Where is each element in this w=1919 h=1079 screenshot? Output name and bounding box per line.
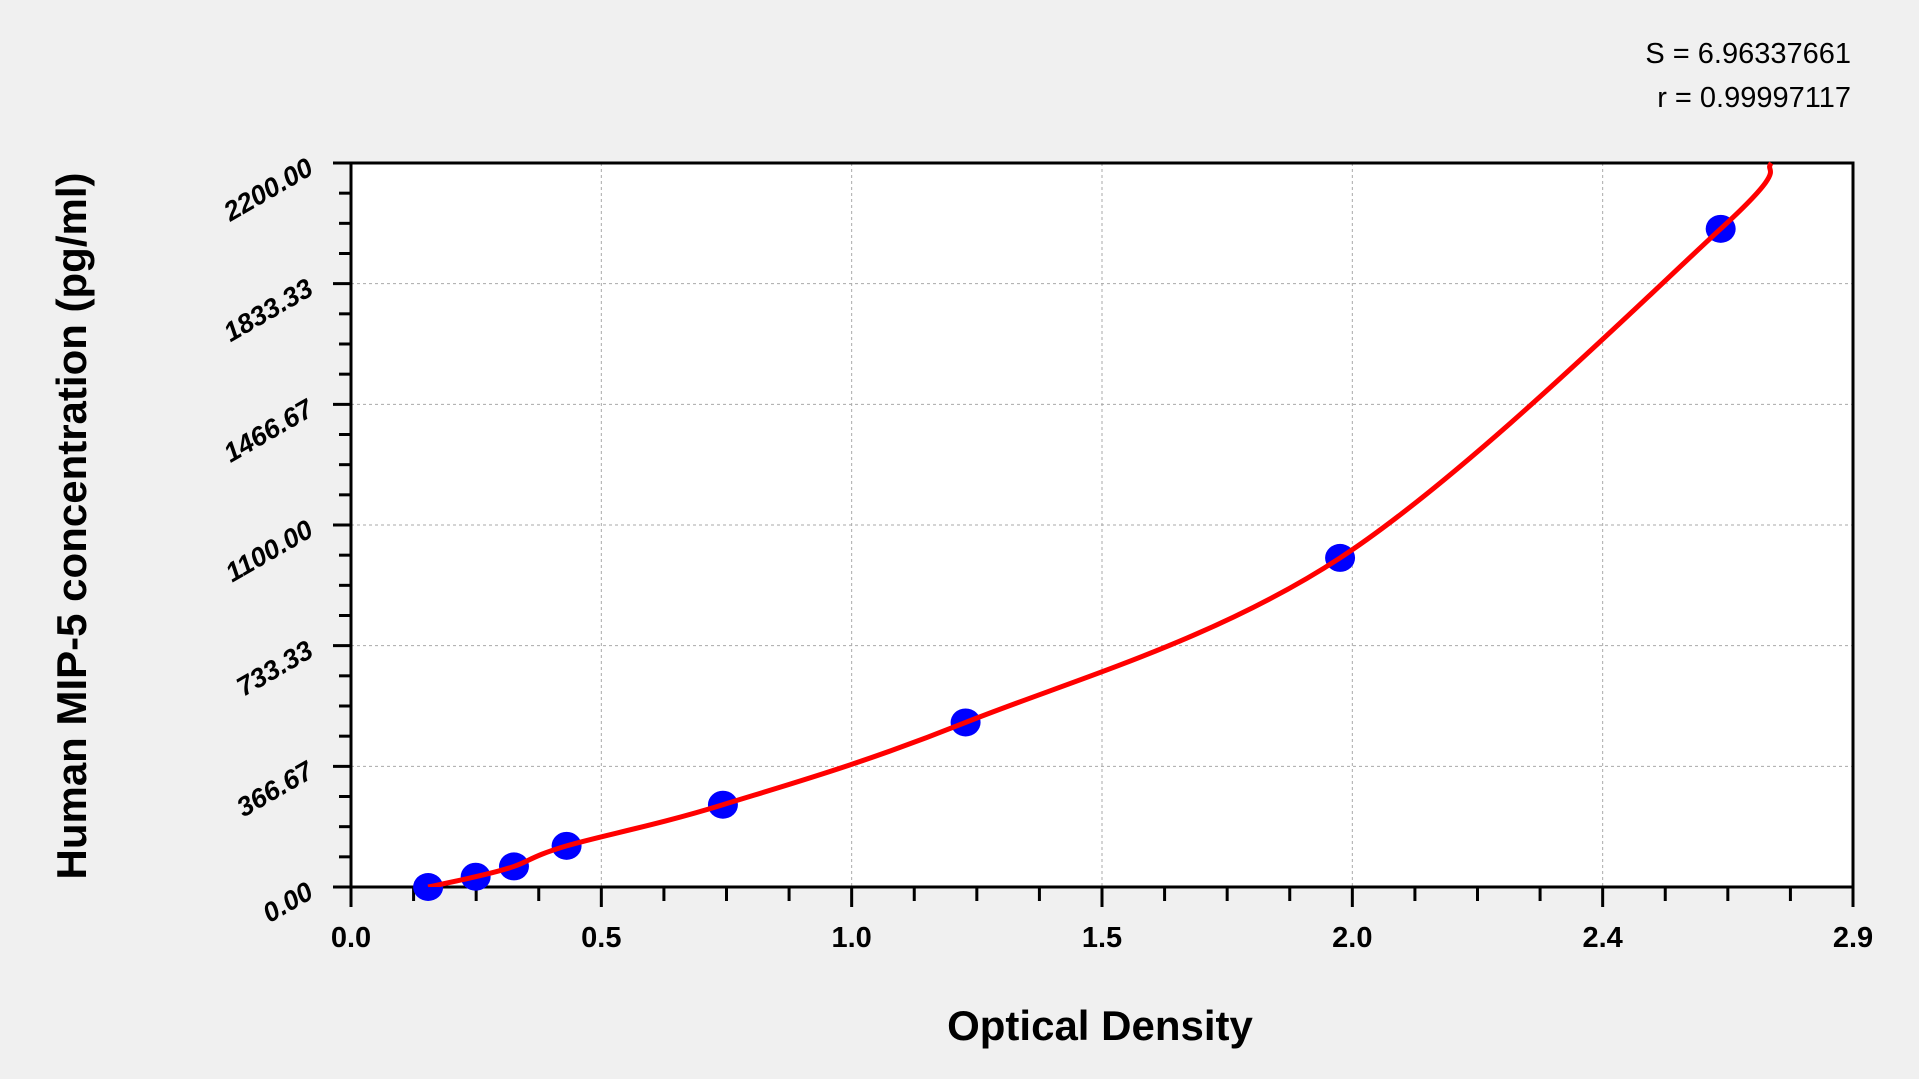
x-tick-label: 1.5 <box>1082 922 1122 954</box>
x-tick-label: 0.5 <box>581 922 621 954</box>
x-tick-label: 2.4 <box>1583 922 1623 954</box>
y-tick-label: 2200.00 <box>218 152 318 227</box>
y-tick-label: 366.67 <box>231 755 319 823</box>
x-axis-title: Optical Density <box>947 1002 1253 1049</box>
y-tick-label: 733.33 <box>231 635 318 702</box>
x-tick-label: 2.9 <box>1833 922 1873 954</box>
y-tick-label: 1100.00 <box>220 514 318 588</box>
fit-curve <box>427 161 1774 887</box>
y-tick-label: 1833.33 <box>218 273 318 348</box>
s-statistic: S = 6.96337661 <box>1645 38 1851 70</box>
x-tick-label: 0.0 <box>331 922 371 954</box>
x-tick-label: 1.0 <box>832 922 872 954</box>
r-statistic: r = 0.99997117 <box>1657 82 1851 114</box>
y-tick-label: 1466.67 <box>218 393 319 469</box>
y-axis-title: Human MIP-5 concentration (pg/ml) <box>48 172 95 879</box>
y-tick-label: 0.00 <box>257 876 318 928</box>
x-tick-label: 2.0 <box>1332 922 1372 954</box>
